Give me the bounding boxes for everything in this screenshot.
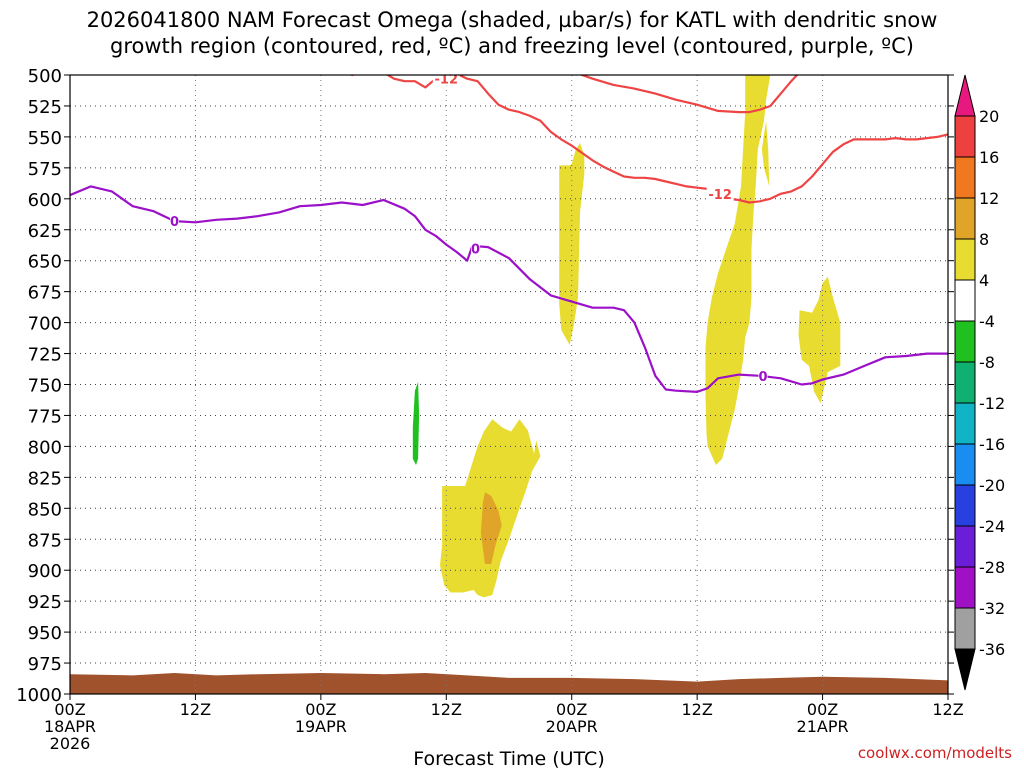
freezing-level-label: 0 — [758, 370, 767, 385]
y-tick-label: 975 — [28, 654, 62, 675]
y-tick-label: 950 — [28, 623, 62, 644]
colorbar-swatch — [954, 566, 976, 609]
colorbar-label: -12 — [979, 394, 1005, 413]
dgz-isotherm-label: -12 — [708, 188, 732, 203]
axes-layer: 500 525 550 575 600 625 650 675 700 725 750 775 800 8… — [16, 66, 964, 768]
y-tick-label: 1000 — [16, 685, 62, 706]
colorbar-label: -16 — [979, 435, 1005, 454]
y-tick-label: 925 — [28, 592, 62, 613]
colorbar-swatch — [954, 197, 976, 240]
x-tick-year: 2026 — [50, 734, 91, 753]
y-tick-label: 700 — [28, 314, 62, 335]
contour-label-bg — [758, 367, 768, 383]
colorbar-swatch — [954, 402, 976, 445]
contour-layer: 0 0 0 -12 -12 — [70, 73, 948, 393]
terrain — [70, 673, 948, 694]
omega-region — [705, 75, 771, 465]
omega-region — [480, 492, 502, 564]
colorbar-swatch — [954, 279, 976, 322]
contour-label-bg — [471, 240, 481, 256]
contour-label-bg — [706, 185, 734, 201]
colorbar-label: 12 — [979, 189, 999, 208]
colorbar-label: -32 — [979, 599, 1005, 618]
dgz-isotherm-line — [578, 75, 799, 114]
colorbar-label: 4 — [979, 271, 989, 290]
colorbar-label: -36 — [979, 640, 1005, 659]
grid-layer — [70, 75, 948, 694]
y-tick-label: 825 — [28, 468, 62, 489]
omega-region — [798, 276, 841, 404]
colorbar-swatch — [954, 443, 976, 486]
colorbar-swatch — [954, 320, 976, 363]
y-tick-label: 800 — [28, 437, 62, 458]
x-tick-label: 12Z — [681, 700, 712, 719]
terrain-layer — [70, 673, 948, 694]
colorbar-label: 8 — [979, 230, 989, 249]
colorbar-label: -24 — [979, 517, 1005, 536]
freezing-level-line — [70, 185, 948, 393]
x-tick-date: 19APR — [295, 717, 347, 736]
colorbar-swatch — [954, 74, 976, 117]
colorbar-label: -28 — [979, 558, 1005, 577]
colorbar-label: 16 — [979, 148, 999, 167]
colorbar-swatch — [954, 115, 976, 158]
y-tick-label: 750 — [28, 376, 62, 397]
x-axis-title: Forecast Time (UTC) — [413, 748, 604, 768]
freezing-level-label: 0 — [471, 242, 480, 257]
colorbar-label: -20 — [979, 476, 1005, 495]
omega-region — [412, 382, 420, 465]
contour-label-bg — [170, 213, 180, 229]
x-tick-label: 12Z — [932, 700, 963, 719]
x-tick-date: 20APR — [546, 717, 598, 736]
y-tick-label: 500 — [28, 66, 62, 87]
colorbar-label: 20 — [979, 107, 999, 126]
contour-label-bg — [432, 75, 460, 86]
y-tick-label: 575 — [28, 159, 62, 180]
chart-title-line1: 2026041800 NAM Forecast Omega (shaded, µ… — [86, 8, 938, 32]
chart-title-line2: growth region (contoured, red, ºC) and f… — [110, 34, 914, 58]
y-tick-label: 850 — [28, 499, 62, 520]
y-tick-label: 550 — [28, 128, 62, 149]
y-tick-label: 625 — [28, 221, 62, 242]
y-tick-label: 675 — [28, 283, 62, 304]
x-tick-label: 00Z — [807, 700, 838, 719]
y-tick-label: 875 — [28, 530, 62, 551]
x-tick-label: 00Z — [305, 700, 336, 719]
colorbar: 20 16 12 8 4 -4 -8 -12 -16 -20 -24 -28 -32 -36 — [954, 74, 1005, 691]
x-tick-date: 18APR — [44, 717, 96, 736]
x-tick-label: 00Z — [54, 700, 85, 719]
colorbar-swatch — [954, 361, 976, 404]
colorbar-swatch — [954, 648, 976, 691]
watermark: coolwx.com/modelts — [857, 744, 1012, 762]
omega-region — [559, 143, 585, 345]
colorbar-swatch — [954, 238, 976, 281]
y-tick-label: 900 — [28, 561, 62, 582]
y-tick-label: 600 — [28, 190, 62, 211]
y-tick-label: 775 — [28, 406, 62, 427]
x-tick-label: 12Z — [431, 700, 462, 719]
colorbar-label: -8 — [979, 353, 995, 372]
y-tick-label: 725 — [28, 345, 62, 366]
colorbar-swatch — [954, 484, 976, 527]
colorbar-label: -4 — [979, 312, 995, 331]
x-tick-label: 12Z — [180, 700, 211, 719]
freezing-level-label: 0 — [170, 215, 179, 230]
x-tick-label: 00Z — [556, 700, 587, 719]
colorbar-swatch — [954, 607, 976, 650]
colorbar-swatch — [954, 156, 976, 199]
y-tick-label: 650 — [28, 252, 62, 273]
colorbar-swatch — [954, 525, 976, 568]
omega-shading-layer — [412, 75, 841, 598]
x-tick-date: 21APR — [797, 717, 849, 736]
dgz-isotherm-label: -12 — [435, 73, 459, 88]
y-tick-label: 525 — [28, 97, 62, 118]
dgz-isotherm-line — [348, 75, 948, 204]
omega-region — [761, 120, 770, 187]
